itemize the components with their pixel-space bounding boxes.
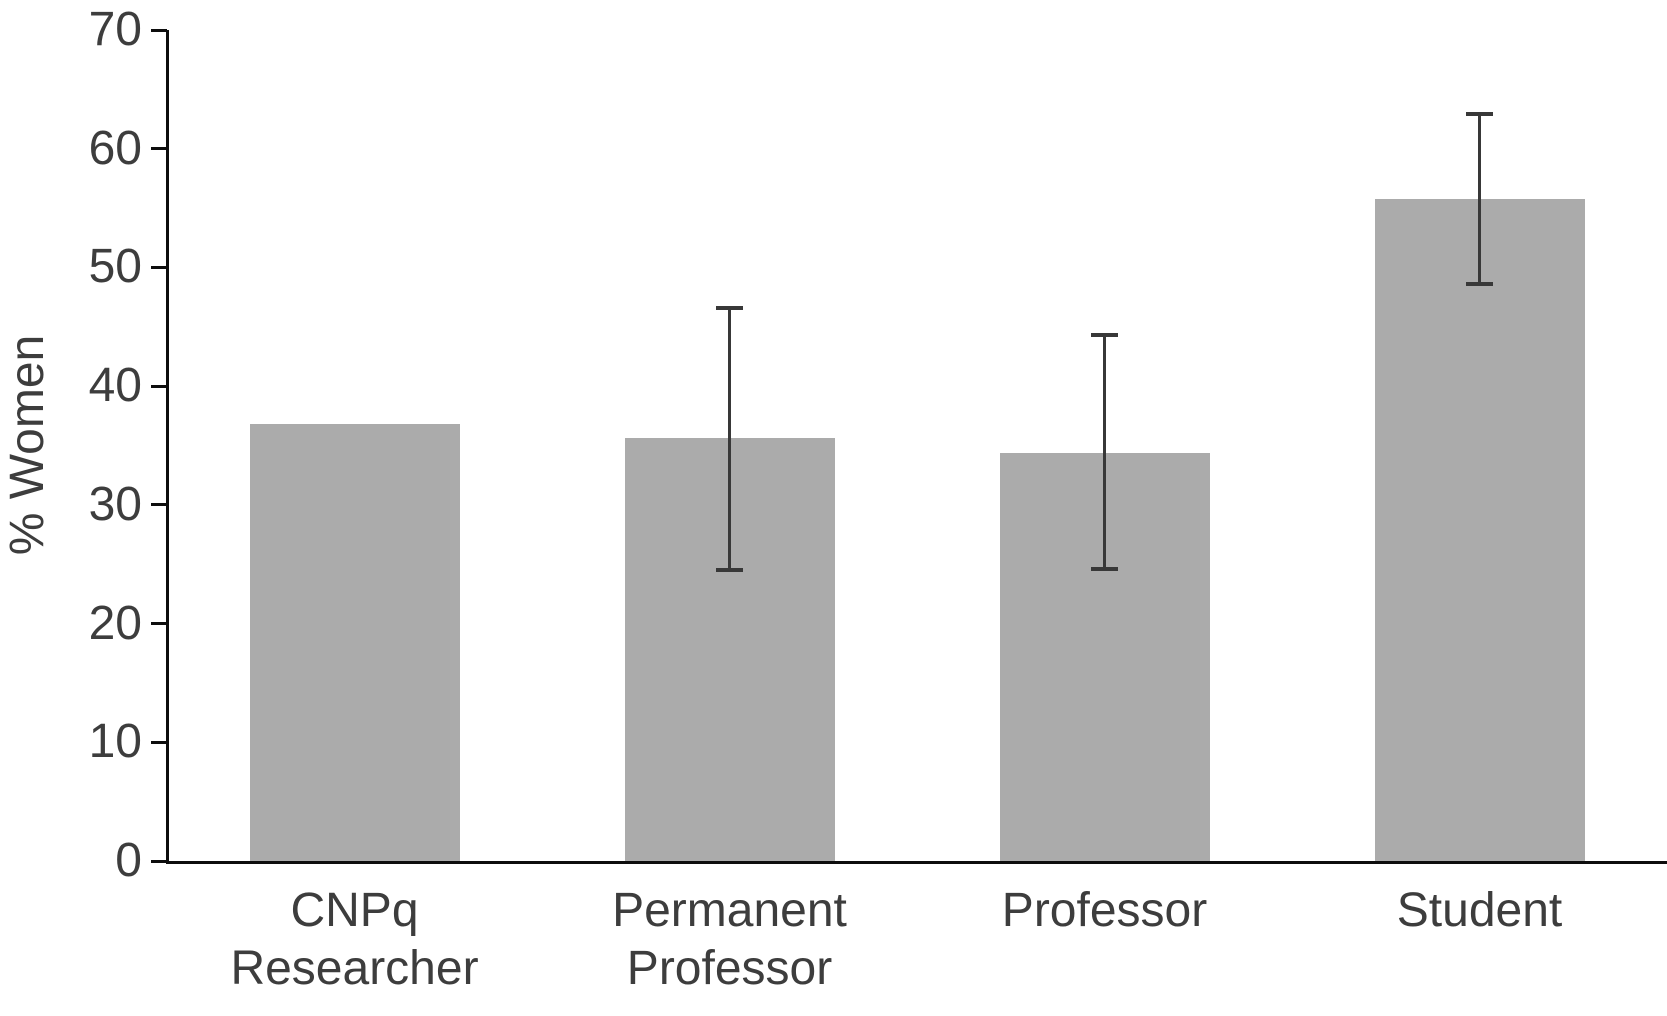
- y-axis-tick-label: 10: [88, 715, 142, 769]
- y-axis-line: [166, 30, 169, 864]
- y-axis-title: % Women: [1, 334, 54, 556]
- error-bar-cap-bottom: [1091, 566, 1118, 571]
- x-axis-category-label: Professor: [1001, 884, 1208, 937]
- error-bar-cap-top: [716, 305, 743, 310]
- y-axis-tick: [151, 28, 167, 32]
- error-bar-cap-top: [1466, 112, 1493, 117]
- y-axis-tick-label: 0: [115, 834, 142, 887]
- y-axis-tick: [151, 859, 167, 863]
- y-axis-tick-label: 60: [88, 121, 142, 175]
- error-bar-line: [1103, 335, 1106, 569]
- error-bar-cap-bottom: [1466, 282, 1493, 287]
- x-axis-category-label: Permanent Professor: [612, 884, 847, 995]
- y-axis-tick: [151, 740, 167, 744]
- x-axis-category-label: Student: [1396, 884, 1563, 937]
- y-axis-tick: [151, 622, 167, 626]
- y-axis-tick: [151, 147, 167, 151]
- y-axis-tick-label: 50: [88, 240, 142, 294]
- y-axis-tick-label: 20: [88, 596, 142, 650]
- y-axis-tick-label: 30: [88, 477, 142, 531]
- x-axis-category-label: CNPq Researcher: [230, 884, 479, 995]
- error-bar-cap-top: [1091, 333, 1118, 338]
- bar: [1374, 198, 1585, 861]
- x-axis-line: [166, 861, 1667, 864]
- y-axis-tick-label: 40: [88, 359, 142, 413]
- error-bar-cap-bottom: [716, 568, 743, 573]
- y-axis-tick: [151, 384, 167, 388]
- bar: [249, 424, 460, 861]
- y-axis-tick: [151, 265, 167, 269]
- error-bar-line: [728, 307, 731, 571]
- error-bar-line: [1478, 114, 1481, 285]
- y-axis-tick-label: 70: [88, 3, 142, 56]
- y-axis-tick: [151, 503, 167, 507]
